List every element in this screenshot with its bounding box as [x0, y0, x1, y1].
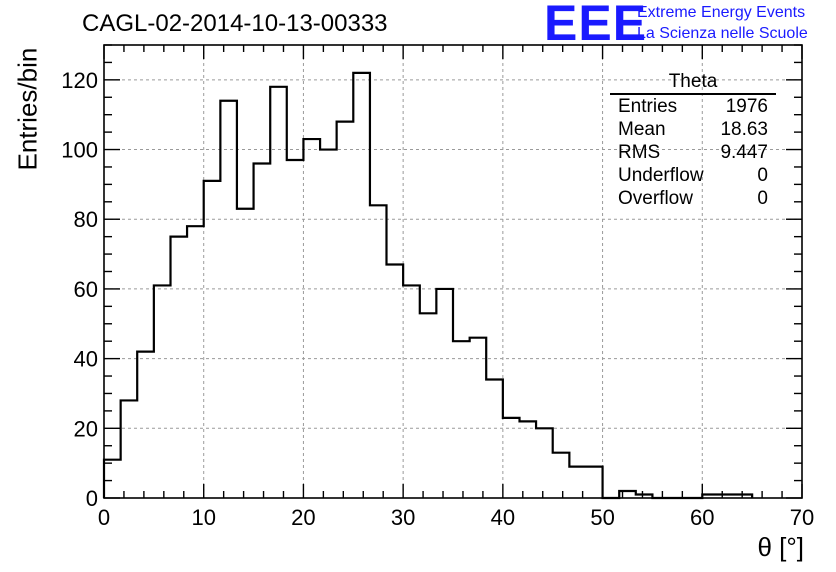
stats-label: RMS: [618, 142, 661, 163]
eee-logo: EEE: [544, 0, 648, 51]
x-tick-label: 30: [391, 505, 415, 530]
stats-label: Mean: [618, 119, 666, 140]
stats-row-underflow: Underflow 0: [610, 164, 776, 187]
x-tick-label: 10: [191, 505, 215, 530]
stats-row-overflow: Overflow 0: [610, 187, 776, 210]
histogram-series: [102, 71, 754, 500]
x-tick-label: 20: [291, 505, 315, 530]
stats-label: Entries: [618, 96, 678, 117]
y-tick-label: 40: [74, 347, 98, 372]
stats-value: 18.63: [720, 119, 768, 140]
y-tick-label: 0: [86, 486, 98, 511]
x-axis-label: θ [°]: [757, 532, 804, 562]
x-tick-label: 50: [590, 505, 614, 530]
x-tick-label: 70: [790, 505, 814, 530]
tick-labels: 0 10 20 30 40 50 60 70 0 20 40 60 80 100 120: [61, 68, 814, 530]
stats-label: Overflow: [618, 188, 693, 209]
y-tick-label: 120: [61, 68, 98, 93]
y-tick-label: 100: [61, 138, 98, 163]
stats-value: 9.447: [720, 142, 768, 163]
stats-value: 0: [757, 165, 768, 186]
stats-row-entries: Entries 1976: [610, 95, 776, 118]
stats-title: Theta: [610, 72, 776, 95]
stats-row-mean: Mean 18.63: [610, 118, 776, 141]
stats-value: 1976: [725, 96, 768, 117]
logo-subtitle-1: Extreme Energy Events: [637, 4, 806, 21]
stats-row-rms: RMS 9.447: [610, 141, 776, 164]
chart-title: CAGL-02-2014-10-13-00333: [82, 10, 388, 37]
x-tick-label: 40: [491, 505, 515, 530]
y-tick-label: 80: [74, 207, 98, 232]
y-tick-label: 20: [74, 416, 98, 441]
stats-box: Theta Entries 1976 Mean 18.63 RMS 9.447 …: [610, 72, 776, 210]
y-axis-label: Entries/bin: [12, 47, 43, 171]
x-tick-label: 0: [98, 505, 110, 530]
plot-frame: [103, 44, 803, 499]
stats-value: 0: [757, 188, 768, 209]
stats-label: Underflow: [618, 165, 704, 186]
y-tick-label: 60: [74, 277, 98, 302]
logo-subtitle-2: La Scienza nelle Scuole: [637, 25, 808, 42]
x-tick-label: 60: [690, 505, 714, 530]
